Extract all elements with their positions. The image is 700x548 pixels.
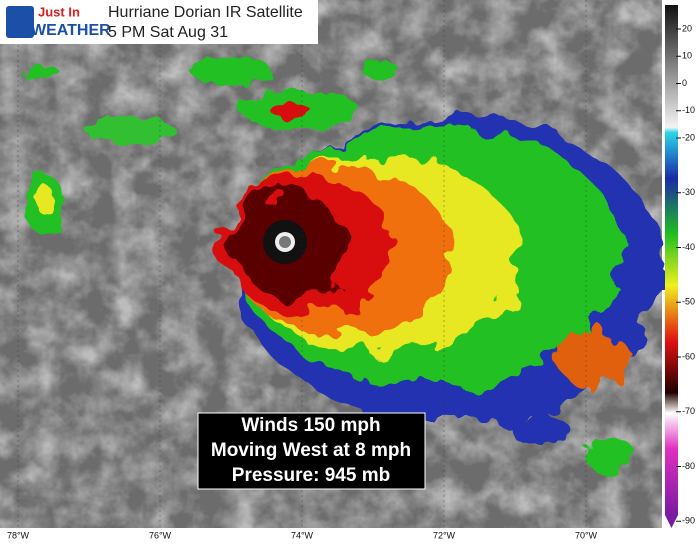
longitude-label: 72°W [433, 530, 456, 540]
info-line: Pressure: 945 mb [232, 465, 390, 486]
longitude-label: 70°W [575, 530, 598, 540]
colorbar-label: -30 [682, 187, 695, 197]
longitude-label: 74°W [291, 530, 314, 540]
colorbar-label: -90 [682, 516, 695, 526]
colorbar-label: -10 [682, 105, 695, 115]
cloud-bands [20, 55, 635, 473]
colorbar-label: -50 [682, 297, 695, 307]
logo-bottom: WEATHER [31, 22, 111, 39]
colorbar [665, 5, 678, 515]
info-line: Moving West at 8 mph [211, 440, 411, 461]
colorbar-label: -60 [682, 351, 695, 361]
colorbar-label: 0 [682, 78, 687, 88]
longitude-label: 76°W [149, 530, 172, 540]
longitude-label: 78°W [7, 530, 30, 540]
info-box [197, 412, 426, 490]
title: Hurriane Dorian IR Satellite [108, 4, 303, 21]
colorbar-label: 10 [682, 51, 692, 61]
colorbar-label: -80 [682, 461, 695, 471]
info-line: Winds 150 mph [241, 415, 380, 436]
colorbar-label: 20 [682, 23, 692, 33]
hurricane [225, 115, 665, 425]
logo-top: Just In [38, 4, 80, 19]
eye [279, 236, 291, 248]
colorbar-label: -70 [682, 406, 695, 416]
colorbar-label: -20 [682, 132, 695, 142]
logo-icon [6, 6, 34, 38]
subtitle: 5 PM Sat Aug 31 [108, 24, 228, 41]
colorbar-end [665, 515, 678, 528]
colorbar-label: -40 [682, 242, 695, 252]
header-box [0, 0, 318, 44]
